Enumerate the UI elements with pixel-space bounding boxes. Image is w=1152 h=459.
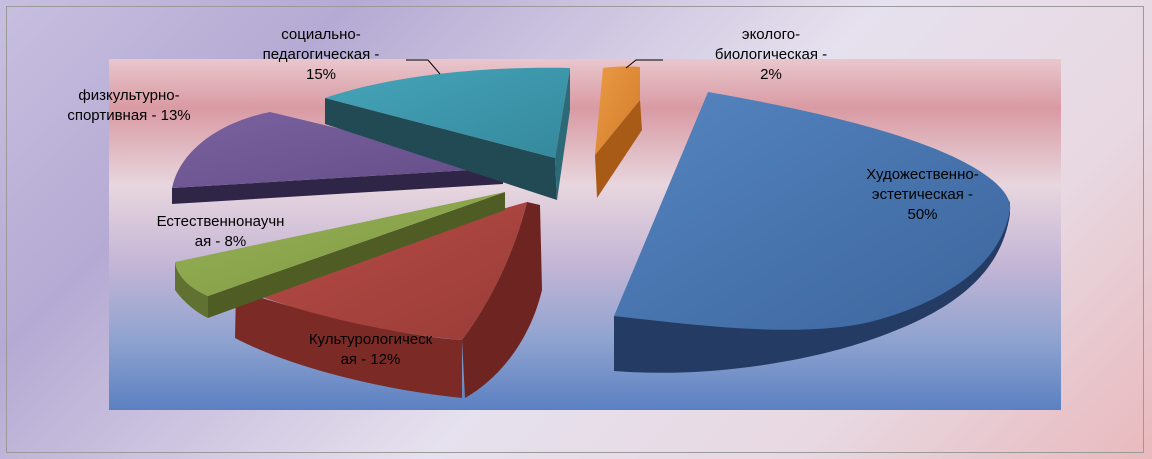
data-label: Культурологическ ая - 12% — [308, 331, 433, 368]
leader-line — [406, 59, 441, 75]
slice-group — [175, 192, 505, 318]
pie-slice-side — [235, 290, 462, 398]
pie-slice-side — [325, 98, 557, 200]
data-label: Художественно- эстетическая - 50% — [866, 166, 979, 223]
pie-slice-side — [208, 192, 505, 318]
data-label: социально- педагогическая - 15% — [262, 26, 380, 83]
pie-slice — [595, 66, 640, 155]
pie-slice-side — [462, 202, 542, 398]
pie-slice-side — [175, 262, 208, 318]
pie-slice — [325, 67, 570, 158]
pie-slice-side — [614, 200, 1010, 373]
slice-group — [595, 66, 642, 198]
leader-line — [625, 59, 663, 69]
pie-slice-side — [555, 68, 570, 200]
slice-group — [232, 202, 542, 398]
chart-border — [6, 6, 1144, 453]
data-label: физкультурно- спортивная - 13% — [67, 87, 191, 124]
pie-slice — [172, 112, 503, 188]
slice-group — [172, 112, 503, 204]
slice-group — [614, 92, 1011, 373]
pie-slice — [232, 202, 527, 340]
data-label: Естественнонаучн ая - 8% — [156, 213, 285, 250]
pie-slice — [614, 92, 1011, 330]
pie-slice-side — [172, 168, 503, 204]
slice-group — [325, 67, 570, 200]
data-label: эколого- биологическая - 2% — [714, 26, 828, 83]
pie-slice-side — [595, 100, 642, 198]
pie-slice — [175, 192, 505, 296]
